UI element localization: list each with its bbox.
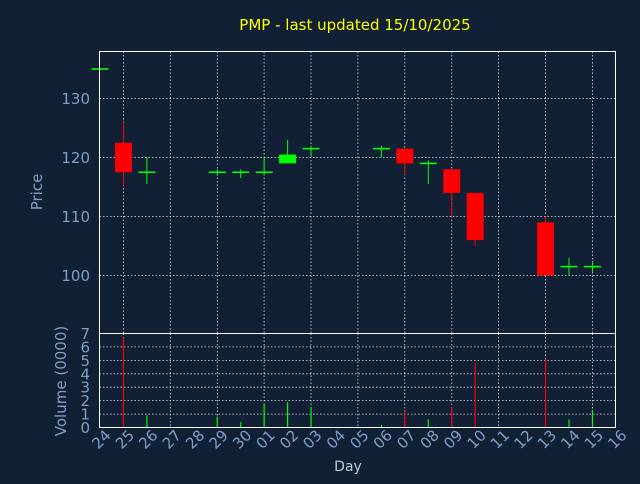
price-grid — [99, 51, 616, 334]
price-y-tick-labels: 100 110 120 130 — [61, 90, 90, 285]
volume-y-tick-label: 3 — [80, 379, 90, 397]
candle-body — [208, 171, 226, 174]
volume-plot-frame — [99, 333, 616, 428]
x-tick-label: 27 — [159, 426, 185, 452]
volume-y-axis-label: Volume (0000) — [52, 326, 70, 436]
volume-y-tick-label: 7 — [80, 325, 90, 343]
candle-body — [419, 162, 437, 165]
price-y-tick-label: 120 — [61, 149, 90, 167]
x-axis-label: Day — [334, 459, 362, 475]
candle-body — [302, 147, 320, 150]
x-tick-label: 25 — [112, 426, 138, 452]
x-tick-label: 02 — [276, 426, 302, 452]
price-candles — [91, 68, 601, 276]
x-tick-label: 24 — [88, 426, 114, 452]
x-tick-label: 07 — [393, 426, 419, 452]
volume-y-tick-label: 4 — [80, 365, 90, 383]
volume-y-tick-label: 5 — [80, 352, 90, 370]
x-tick-label: 01 — [252, 426, 278, 452]
x-tick-label: 05 — [346, 426, 372, 452]
volume-y-tick-label: 6 — [80, 338, 90, 356]
volume-bars — [99, 337, 594, 428]
candle-body — [443, 169, 461, 193]
x-tick-labels: 2425262728293001020304050607080910111213… — [88, 426, 630, 452]
x-tick-label: 10 — [464, 426, 490, 452]
price-y-tick-label: 110 — [61, 208, 90, 226]
candle-body — [560, 265, 578, 268]
x-tick-label: 11 — [487, 426, 513, 452]
x-tick-label: 08 — [417, 426, 443, 452]
x-tick-label: 13 — [534, 426, 560, 452]
x-tick-label: 15 — [581, 426, 607, 452]
candle-body — [466, 192, 484, 241]
candle-body — [138, 171, 156, 174]
candle-body — [232, 171, 250, 174]
price-y-tick-label: 130 — [61, 90, 90, 108]
x-tick-label: 03 — [299, 426, 325, 452]
x-tick-label: 04 — [323, 426, 349, 452]
x-tick-label: 30 — [229, 426, 255, 452]
x-tick-label: 16 — [604, 426, 630, 452]
volume-y-tick-label: 2 — [80, 392, 90, 410]
candle-body — [372, 147, 390, 150]
chart-title: PMP - last updated 15/10/2025 — [239, 16, 470, 34]
volume-y-tick-label: 1 — [80, 406, 90, 424]
x-tick-label: 09 — [440, 426, 466, 452]
volume-grid — [99, 333, 616, 428]
candle-body — [537, 222, 555, 276]
candle-body — [279, 154, 297, 164]
x-tick-label: 12 — [510, 426, 536, 452]
candle-body — [583, 265, 601, 268]
price-y-axis-label: Price — [28, 174, 46, 211]
candle-body — [114, 142, 132, 173]
x-tick-label: 26 — [135, 426, 161, 452]
candle-body — [396, 148, 414, 164]
x-tick-label: 06 — [370, 426, 396, 452]
price-y-tick-label: 100 — [61, 267, 90, 285]
x-tick-label: 14 — [557, 426, 583, 452]
volume-y-tick-label: 0 — [80, 419, 90, 437]
x-tick-label: 29 — [206, 426, 232, 452]
candle-body — [255, 171, 273, 174]
x-tick-label: 28 — [182, 426, 208, 452]
